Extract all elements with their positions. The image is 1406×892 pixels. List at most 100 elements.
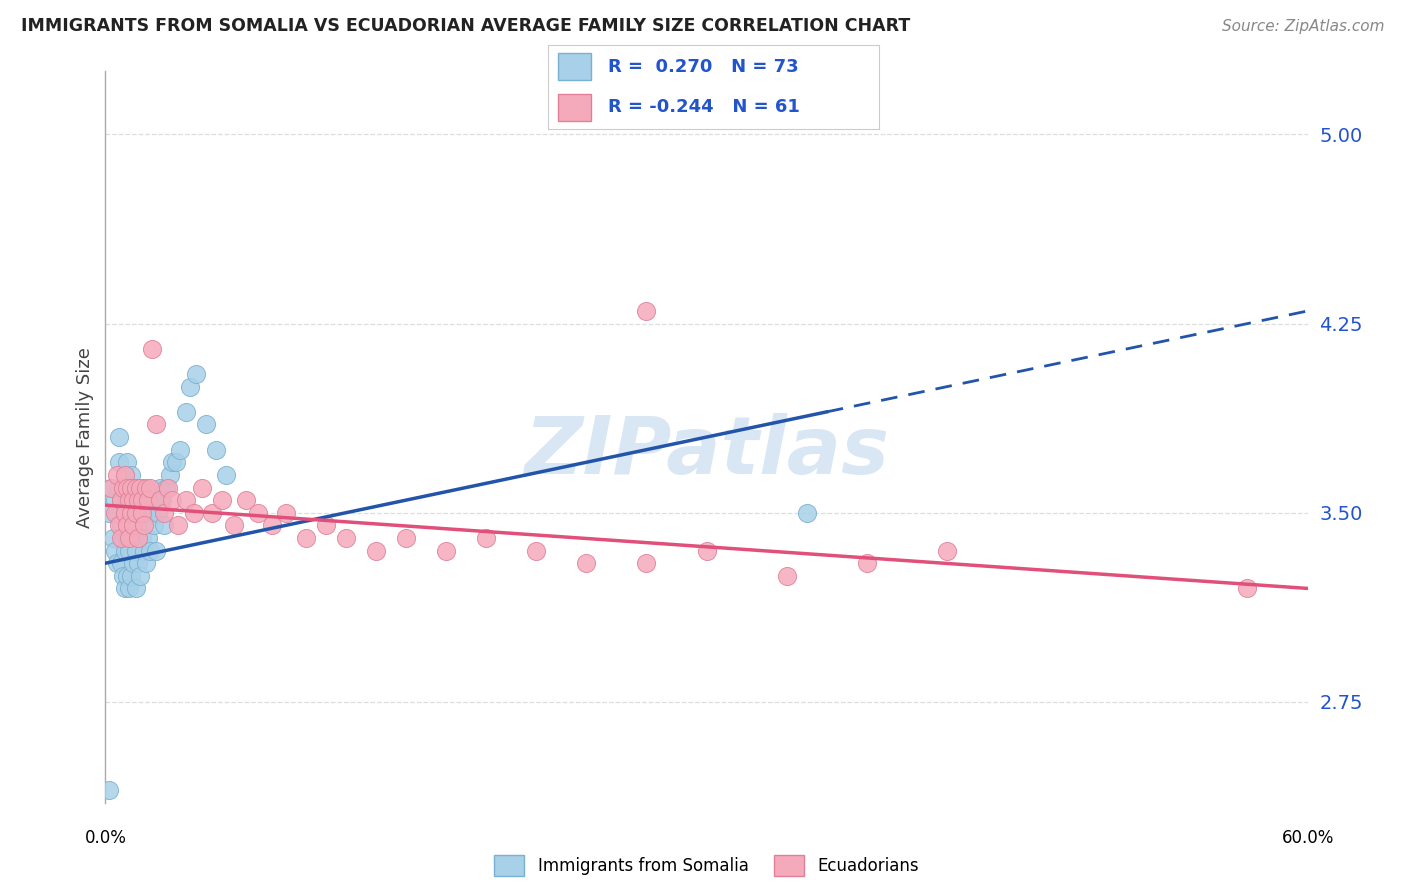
Point — [696, 543, 718, 558]
Point — [145, 417, 167, 432]
Text: 60.0%: 60.0% — [1281, 829, 1334, 847]
Point — [100, 481, 122, 495]
Point — [132, 493, 155, 508]
Point — [103, 531, 125, 545]
Point — [274, 506, 297, 520]
Point — [315, 518, 337, 533]
Point — [108, 430, 131, 444]
Point — [135, 481, 157, 495]
Point — [148, 493, 170, 508]
Point — [108, 455, 131, 469]
Point — [128, 569, 150, 583]
Point — [98, 506, 121, 520]
Point — [128, 481, 150, 495]
Point — [117, 481, 139, 495]
Point — [159, 467, 181, 482]
Point — [132, 518, 155, 533]
Point — [127, 556, 149, 570]
Point — [121, 481, 143, 495]
Point — [118, 582, 141, 596]
Point — [636, 304, 658, 318]
Point — [165, 455, 187, 469]
Point — [121, 506, 143, 520]
Point — [131, 481, 153, 495]
Text: 0.0%: 0.0% — [84, 829, 127, 847]
Point — [364, 543, 387, 558]
Point — [145, 543, 167, 558]
Point — [112, 569, 135, 583]
Point — [201, 506, 224, 520]
Point — [124, 506, 146, 520]
Point — [141, 506, 163, 520]
Point — [121, 531, 143, 545]
Point — [108, 518, 131, 533]
Point — [108, 481, 131, 495]
Point — [127, 481, 149, 495]
Point — [117, 569, 139, 583]
Legend: Immigrants from Somalia, Ecuadorians: Immigrants from Somalia, Ecuadorians — [488, 848, 925, 882]
Point — [104, 506, 127, 520]
Point — [114, 582, 136, 596]
Point — [118, 493, 141, 508]
Point — [114, 506, 136, 520]
Point — [204, 442, 226, 457]
Text: ZIPatlas: ZIPatlas — [524, 413, 889, 491]
Point — [166, 518, 188, 533]
Point — [117, 455, 139, 469]
Point — [110, 518, 132, 533]
Point — [260, 518, 283, 533]
Point — [122, 556, 145, 570]
Point — [184, 367, 207, 381]
Point — [127, 518, 149, 533]
Y-axis label: Average Family Size: Average Family Size — [76, 347, 94, 527]
Point — [395, 531, 418, 545]
Point — [475, 531, 498, 545]
Point — [145, 493, 167, 508]
Point — [114, 467, 136, 482]
Point — [152, 518, 174, 533]
Point — [118, 506, 141, 520]
Point — [150, 493, 173, 508]
Point — [118, 531, 141, 545]
Point — [112, 481, 135, 495]
Bar — [558, 94, 592, 120]
Point — [936, 543, 959, 558]
Point — [100, 481, 122, 495]
Point — [131, 506, 153, 520]
Point — [174, 493, 197, 508]
Point — [160, 455, 183, 469]
Point — [142, 518, 165, 533]
Text: Source: ZipAtlas.com: Source: ZipAtlas.com — [1222, 20, 1385, 34]
Text: R =  0.270   N = 73: R = 0.270 N = 73 — [607, 58, 799, 76]
Point — [117, 518, 139, 533]
Point — [155, 481, 177, 495]
Point — [222, 518, 245, 533]
Point — [138, 481, 160, 495]
Point — [110, 493, 132, 508]
Point — [104, 543, 127, 558]
Point — [138, 493, 160, 508]
Point — [146, 506, 169, 520]
Point — [335, 531, 357, 545]
Point — [124, 506, 146, 520]
Point — [121, 569, 143, 583]
Point — [796, 506, 818, 520]
Point — [138, 543, 160, 558]
Point — [524, 543, 547, 558]
Point — [121, 467, 143, 482]
Text: R = -0.244   N = 61: R = -0.244 N = 61 — [607, 98, 800, 116]
Point — [434, 543, 457, 558]
Point — [855, 556, 877, 570]
Point — [152, 506, 174, 520]
Point — [98, 783, 121, 797]
Point — [776, 569, 799, 583]
Point — [214, 467, 236, 482]
Point — [124, 582, 146, 596]
Point — [174, 405, 197, 419]
Point — [141, 342, 163, 356]
Point — [246, 506, 269, 520]
Point — [117, 531, 139, 545]
Point — [169, 442, 191, 457]
Point — [114, 506, 136, 520]
Point — [110, 556, 132, 570]
